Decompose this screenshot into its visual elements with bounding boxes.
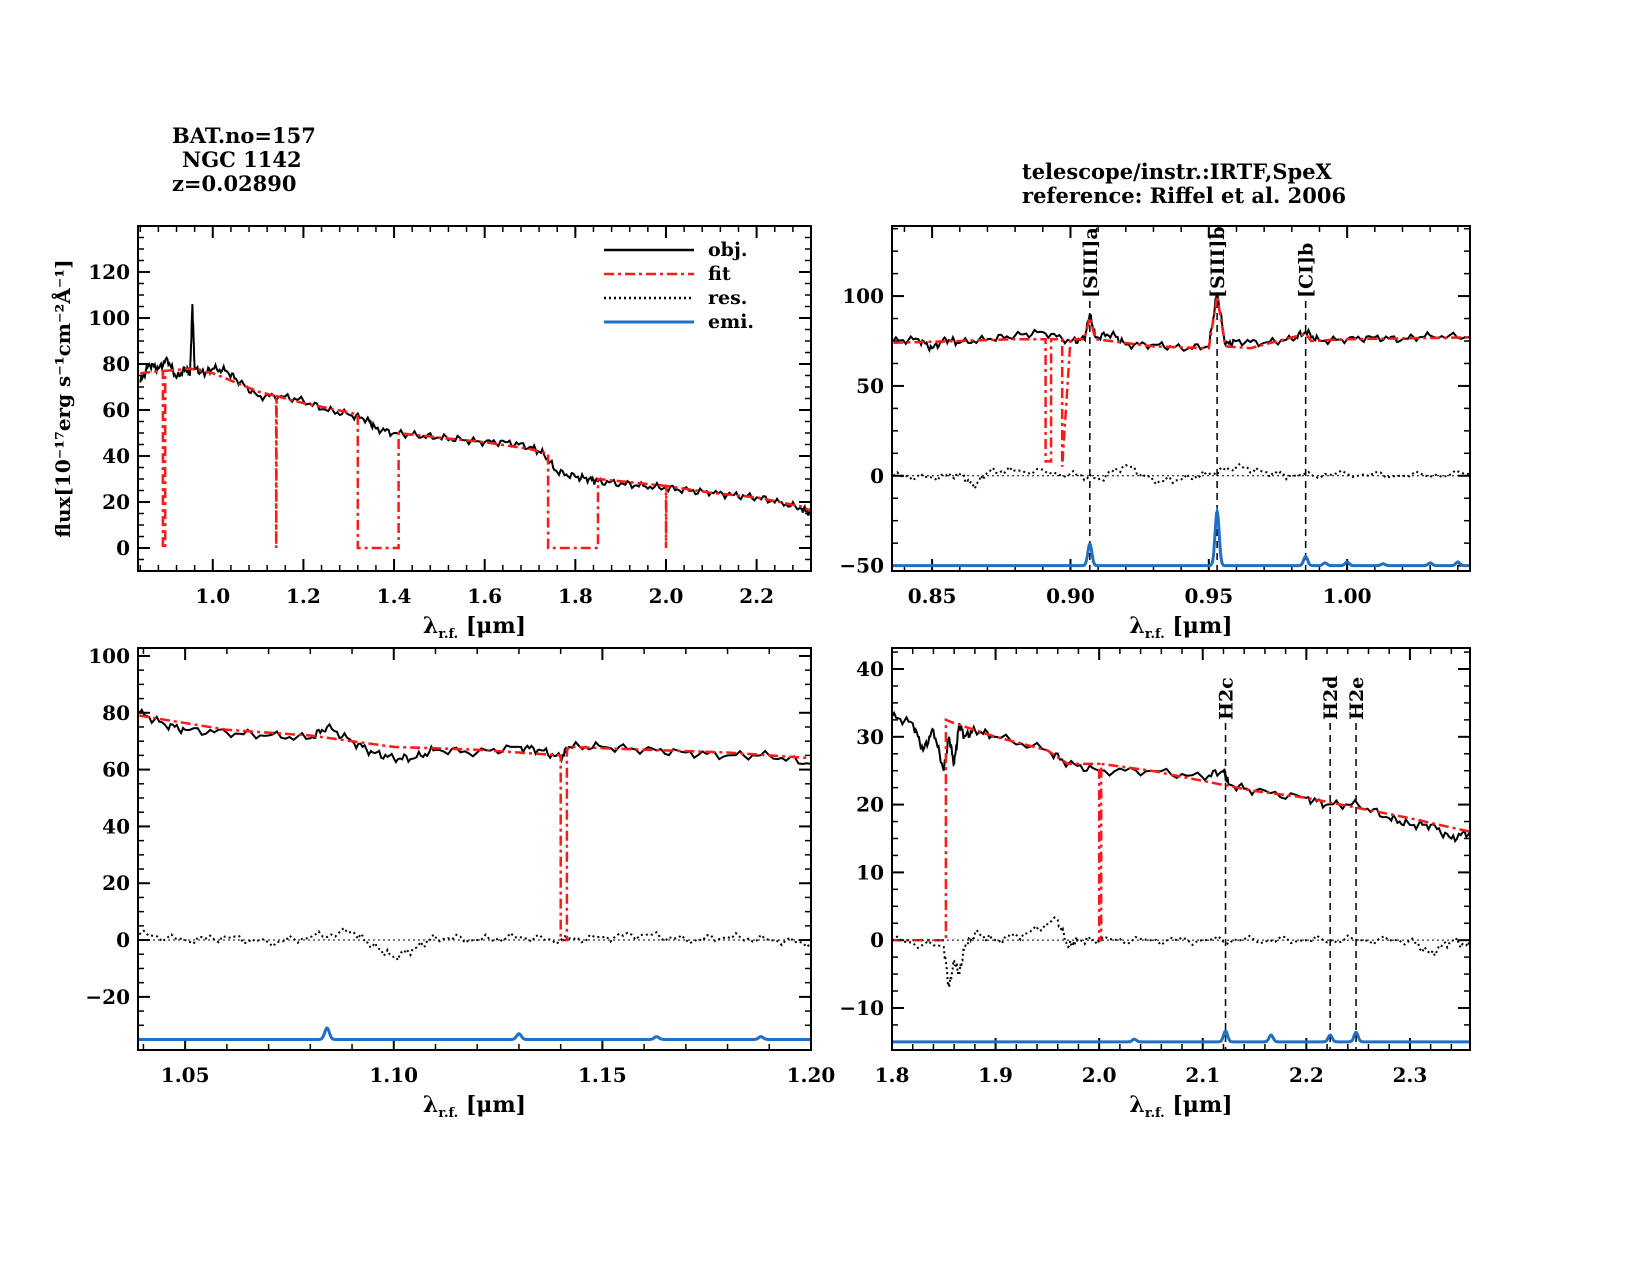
panel-4: 1.8 1.9 2.0 2.1 2.2 2.3 −10 0 10 20 30 40 H2c H2d H2e λ… <box>839 647 1471 1121</box>
y-tick-label: 20 <box>102 871 130 895</box>
y-tick-label: 40 <box>102 444 130 468</box>
y-tick-label: −50 <box>839 554 884 578</box>
y-tick-label: 40 <box>102 814 130 838</box>
x-tick-label: 1.00 <box>1323 584 1372 608</box>
y-tick-label: 120 <box>88 260 130 284</box>
plot-frame <box>137 225 812 572</box>
x-tick-label: 2.0 <box>1082 1063 1117 1087</box>
series-fit <box>140 367 811 550</box>
y-tick-label: −10 <box>839 996 884 1020</box>
x-tick-label: 1.8 <box>875 1063 910 1087</box>
x-tick-label: 2.3 <box>1393 1063 1428 1087</box>
x-tick-label: 1.6 <box>467 584 502 608</box>
legend-label: fit <box>708 263 731 285</box>
x-tick-label: 1.2 <box>286 584 321 608</box>
x-tick-label: 1.4 <box>377 584 412 608</box>
y-tick-label: 50 <box>856 374 884 398</box>
y-tick-label: 60 <box>102 398 130 422</box>
x-tick-label: 1.8 <box>558 584 593 608</box>
line-marker-label: [SIII]b <box>1207 226 1229 298</box>
y-tick-label: 10 <box>856 860 884 884</box>
plot-frame <box>891 225 1471 572</box>
line-marker-label: H2c <box>1216 677 1238 720</box>
series-emi <box>138 1026 811 1041</box>
series-res <box>892 462 1470 491</box>
legend-label: obj. <box>708 239 747 261</box>
x-tick-label: 1.05 <box>161 1063 210 1087</box>
y-tick-label: 60 <box>102 758 130 782</box>
y-tick-label: 20 <box>102 490 130 514</box>
panel-1: 1.0 1.2 1.4 1.6 1.8 2.0 2.2 0 20 40 60 80 100 120 λr.f… <box>51 225 812 642</box>
y-tick-label: 20 <box>856 793 884 817</box>
x-axis-label: λr.f. [μm] <box>423 613 526 642</box>
panel-3: 1.05 1.10 1.15 1.20 −20 0 20 40 60 80 100 λr.f. [μm… <box>85 644 835 1121</box>
x-tick-label: 2.1 <box>1185 1063 1220 1087</box>
x-tick-label: 0.85 <box>908 584 957 608</box>
x-tick-label: 1.10 <box>369 1063 418 1087</box>
series-res <box>138 926 811 963</box>
series-emi <box>892 506 1470 568</box>
y-tick-label: 80 <box>102 352 130 376</box>
series-obj <box>138 707 811 766</box>
series-fit <box>893 295 1469 467</box>
series-emi <box>892 1029 1470 1044</box>
series-obj <box>139 304 811 516</box>
x-axis-label: λr.f. [μm] <box>1129 613 1232 642</box>
x-tick-label: 0.90 <box>1046 584 1095 608</box>
line-marker-label: [CI]b <box>1296 243 1318 298</box>
series-fit <box>892 718 1470 942</box>
y-tick-label: 0 <box>870 464 884 488</box>
x-axis-label: λr.f. [μm] <box>423 1092 526 1121</box>
bat-number: BAT.no=157 <box>172 123 316 148</box>
legend-label: res. <box>708 287 747 309</box>
x-tick-label: 2.2 <box>1289 1063 1324 1087</box>
line-marker-label: H2e <box>1346 677 1368 720</box>
x-tick-label: 0.95 <box>1184 584 1233 608</box>
x-tick-label: 1.15 <box>578 1063 627 1087</box>
y-axis-label: flux[10⁻¹⁷erg s⁻¹cm⁻²Å⁻¹] <box>51 259 75 537</box>
y-tick-label: 80 <box>102 701 130 725</box>
y-tick-label: 0 <box>116 928 130 952</box>
x-axis-label: λr.f. [μm] <box>1129 1092 1232 1121</box>
x-tick-label: 2.2 <box>739 584 774 608</box>
y-tick-label: 100 <box>842 284 884 308</box>
series-res <box>892 916 1470 988</box>
reference: reference: Riffel et al. 2006 <box>1022 183 1347 208</box>
x-tick-label: 1.9 <box>978 1063 1013 1087</box>
panel-2: 0.85 0.90 0.95 1.00 −50 0 50 100 [SIII]a [SIII]b [… <box>839 225 1471 642</box>
line-marker-label: [SIII]a <box>1080 227 1102 298</box>
y-tick-label: 40 <box>856 657 884 681</box>
redshift: z=0.02890 <box>172 171 297 196</box>
y-tick-label: 30 <box>856 725 884 749</box>
series-obj <box>892 292 1469 354</box>
y-tick-label: 0 <box>870 928 884 952</box>
plot-frame <box>137 647 812 1051</box>
x-tick-label: 1.0 <box>195 584 230 608</box>
line-marker-label: H2d <box>1320 676 1342 720</box>
y-tick-label: −20 <box>85 985 130 1009</box>
x-tick-label: 2.0 <box>649 584 684 608</box>
x-tick-label: 1.20 <box>787 1063 836 1087</box>
plot-frame <box>891 647 1471 1051</box>
object-name: NGC 1142 <box>182 147 302 172</box>
y-tick-label: 100 <box>88 306 130 330</box>
y-tick-label: 0 <box>116 536 130 560</box>
series-fit <box>139 714 811 942</box>
legend-label: emi. <box>708 311 754 333</box>
y-tick-label: 100 <box>88 644 130 668</box>
instrument: telescope/instr.:IRTF,SpeX <box>1022 159 1332 184</box>
